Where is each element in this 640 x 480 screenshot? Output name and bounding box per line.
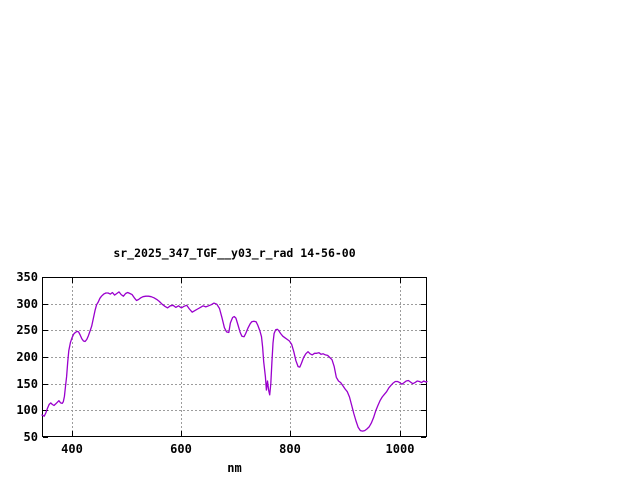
y-tick-label: 50 — [23, 430, 38, 444]
chart-title: sr_2025_347_TGF__y03_r_rad 14-56-00 — [113, 246, 356, 260]
x-tick-label: 1000 — [385, 442, 415, 456]
y-tick-label: 350 — [16, 270, 38, 284]
x-tick-label: 600 — [170, 442, 192, 456]
spectrum-line — [41, 291, 428, 432]
y-tick-label: 150 — [16, 377, 38, 391]
x-axis-label: nm — [227, 461, 242, 475]
x-tick-label: 800 — [279, 442, 301, 456]
y-tick-label: 100 — [16, 403, 38, 417]
y-tick-label: 300 — [16, 297, 38, 311]
x-tick-label: 400 — [61, 442, 83, 456]
y-tick-label: 200 — [16, 350, 38, 364]
y-tick-label: 250 — [16, 323, 38, 337]
plot-border — [42, 277, 427, 437]
